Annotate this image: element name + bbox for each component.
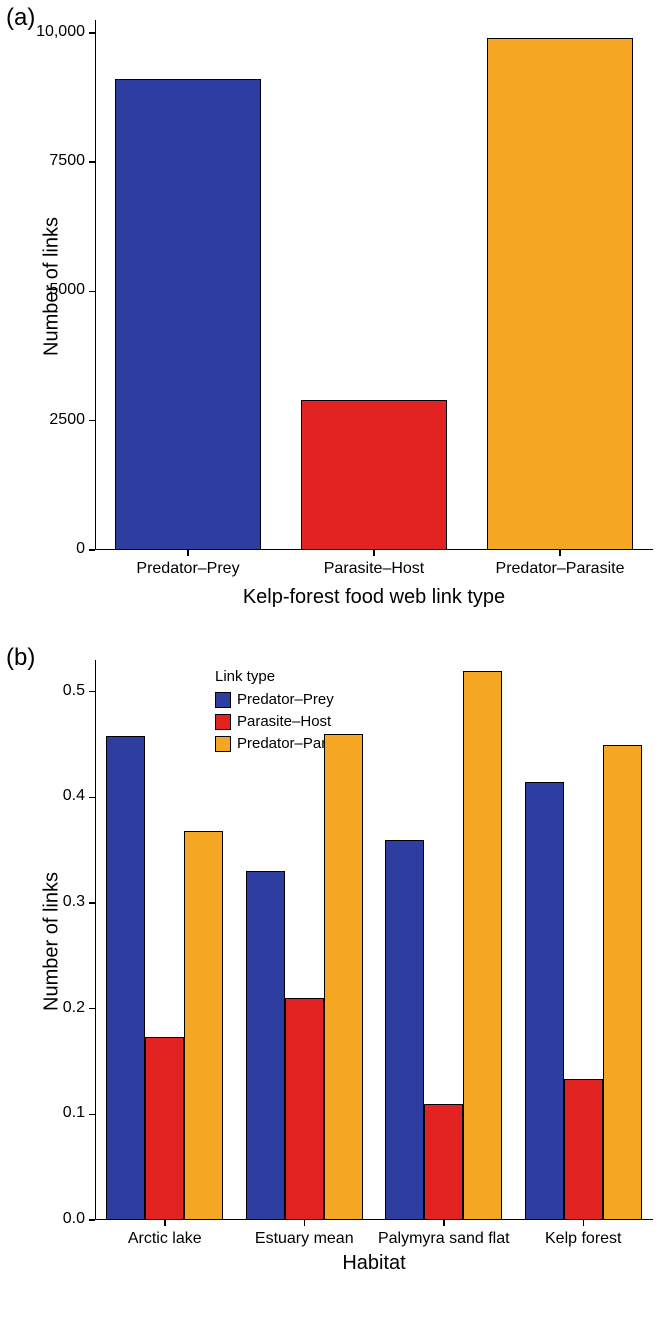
chart-b-bar (385, 840, 424, 1220)
chart-b-x-title: Habitat (95, 1252, 653, 1275)
chart-a-bar (301, 400, 446, 550)
chart-a-y-tick (89, 549, 95, 551)
chart-b-y-tick (89, 1219, 95, 1221)
chart-a-y-tick-label: 2500 (25, 411, 85, 429)
chart-b-y-tick (89, 691, 95, 693)
figure: (a) Number of links 025005000750010,000 … (0, 0, 669, 1327)
chart-b-bar (564, 1079, 603, 1220)
chart-b-bar (603, 745, 642, 1220)
legend-swatch (215, 692, 231, 708)
chart-b-x-tick (164, 1220, 166, 1226)
chart-a-bar (487, 38, 632, 550)
chart-a: Number of links 025005000750010,000 Pred… (0, 0, 669, 640)
chart-b-y-tick (89, 1114, 95, 1116)
chart-b-x-tick-label: Estuary mean (235, 1230, 375, 1248)
chart-b-y-tick (89, 797, 95, 799)
chart-a-x-tick (373, 550, 375, 556)
chart-b-bar (525, 782, 564, 1220)
chart-b-y-tick-label: 0.5 (45, 682, 85, 700)
chart-b-y-tick (89, 1008, 95, 1010)
panel-b: (b) Number of links Link type Predator–P… (0, 640, 669, 1327)
legend-item: Parasite–Host (215, 711, 358, 733)
legend-title: Link type (215, 668, 358, 685)
chart-a-y-tick-label: 0 (25, 540, 85, 558)
chart-b-x-tick-label: Kelp forest (514, 1230, 654, 1248)
chart-b-bar (246, 871, 285, 1220)
chart-a-bar (115, 79, 260, 550)
legend-item: Predator–Prey (215, 689, 358, 711)
chart-a-x-tick-label: Predator–Parasite (467, 560, 653, 578)
chart-b: Number of links Link type Predator–PreyP… (0, 640, 669, 1327)
chart-b-bar (463, 671, 502, 1220)
chart-b-x-tick-label: Palymyra sand flat (374, 1230, 514, 1248)
chart-a-x-tick-label: Predator–Prey (95, 560, 281, 578)
chart-a-y-tick (89, 420, 95, 422)
chart-a-y-tick (89, 161, 95, 163)
chart-b-y-tick (89, 902, 95, 904)
legend-label: Parasite–Host (237, 711, 331, 733)
chart-b-bar (106, 736, 145, 1220)
chart-b-bar (424, 1104, 463, 1220)
chart-b-bar (285, 998, 324, 1220)
chart-b-y-tick-label: 0.3 (45, 893, 85, 911)
chart-a-x-title: Kelp-forest food web link type (95, 586, 653, 609)
chart-b-bar (184, 831, 223, 1220)
chart-b-x-tick (583, 1220, 585, 1226)
chart-b-y-tick-label: 0.0 (45, 1210, 85, 1228)
chart-b-x-tick-label: Arctic lake (95, 1230, 235, 1248)
legend-swatch (215, 736, 231, 752)
chart-a-x-tick (559, 550, 561, 556)
chart-b-y-tick-label: 0.1 (45, 1104, 85, 1122)
chart-a-y-tick-label: 5000 (25, 281, 85, 299)
chart-b-x-tick (443, 1220, 445, 1226)
chart-b-x-tick (304, 1220, 306, 1226)
chart-a-y-tick (89, 291, 95, 293)
panel-a: (a) Number of links 025005000750010,000 … (0, 0, 669, 640)
chart-b-y-tick-label: 0.4 (45, 787, 85, 805)
chart-a-x-tick (187, 550, 189, 556)
legend-swatch (215, 714, 231, 730)
chart-a-y-tick-label: 10,000 (25, 23, 85, 41)
chart-b-bar (145, 1037, 184, 1220)
chart-a-y-tick (89, 32, 95, 34)
chart-b-bar (324, 734, 363, 1220)
chart-a-x-tick-label: Parasite–Host (281, 560, 467, 578)
chart-b-y-tick-label: 0.2 (45, 999, 85, 1017)
chart-a-y-tick-label: 7500 (25, 152, 85, 170)
legend-label: Predator–Prey (237, 689, 334, 711)
